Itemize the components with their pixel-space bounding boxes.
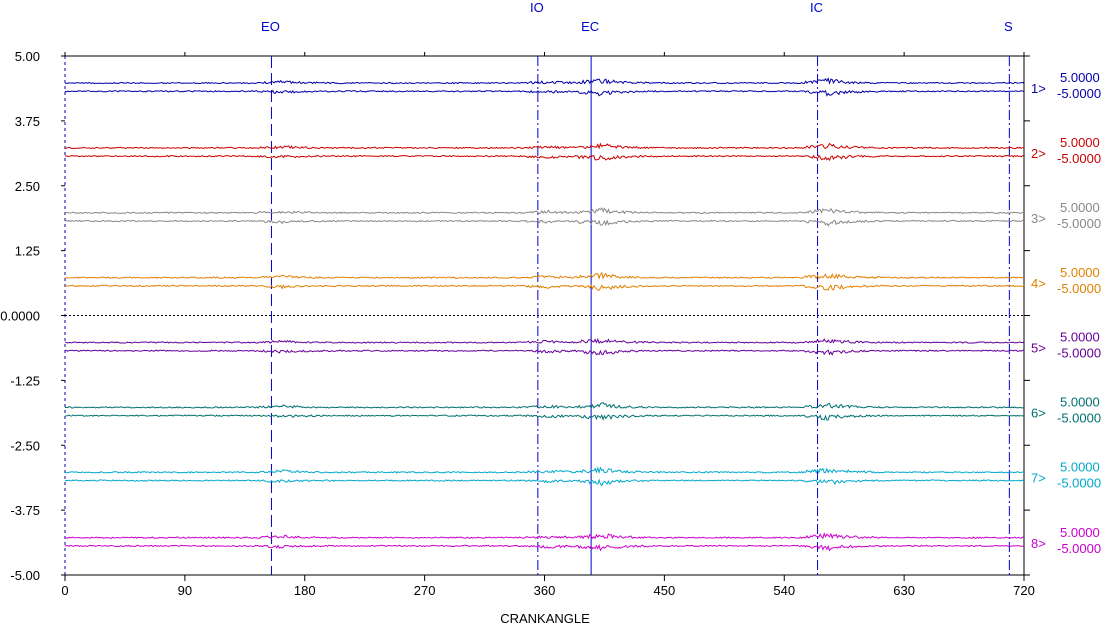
y-tick-label: -3.75 — [10, 503, 40, 518]
x-tick-label: 270 — [414, 583, 436, 598]
channel-max-5: 5.0000 — [1060, 330, 1100, 345]
y-tick-label: 3.75 — [15, 114, 40, 129]
trace-5-lower — [64, 349, 1025, 356]
channel-min-6: -5.0000 — [1057, 411, 1101, 426]
x-tick-label: 540 — [773, 583, 795, 598]
trace-6-upper — [65, 402, 1025, 409]
x-tick-label: 90 — [178, 583, 192, 598]
channel-min-4: -5.0000 — [1057, 281, 1101, 296]
channel-label-3: 3> — [1031, 211, 1046, 226]
channel-label-2: 2> — [1031, 146, 1046, 161]
channel-label-5: 5> — [1031, 341, 1046, 356]
x-tick-label: 450 — [654, 583, 676, 598]
channel-label-6: 6> — [1031, 406, 1046, 421]
x-axis-label: CRANKANGLE — [500, 611, 590, 626]
x-tick-label: 180 — [294, 583, 316, 598]
channel-max-2: 5.0000 — [1060, 135, 1100, 150]
trace-8-upper — [64, 532, 1025, 540]
y-tick-label: 2.50 — [15, 179, 40, 194]
x-tick-label: 0 — [61, 583, 68, 598]
y-tick-label: -2.50 — [10, 438, 40, 453]
channel-label-1: 1> — [1031, 81, 1046, 96]
channel-max-4: 5.0000 — [1060, 265, 1100, 280]
trace-1-upper — [65, 77, 1025, 85]
trace-8-lower — [64, 543, 1025, 552]
trace-6-lower — [64, 413, 1025, 421]
channel-label-7: 7> — [1031, 470, 1046, 485]
y-tick-label: 0.0000 — [0, 309, 40, 324]
trace-3-lower — [64, 219, 1025, 227]
trace-7-lower — [64, 478, 1025, 487]
channel-max-3: 5.0000 — [1060, 200, 1100, 215]
x-tick-label: 720 — [1013, 583, 1035, 598]
channel-max-8: 5.0000 — [1060, 525, 1100, 540]
trace-2-lower — [65, 154, 1025, 162]
channel-label-8: 8> — [1031, 536, 1046, 551]
trace-7-upper — [64, 466, 1025, 475]
channel-min-7: -5.0000 — [1057, 475, 1101, 490]
trace-3-upper — [64, 207, 1025, 215]
y-tick-label: -5.00 — [10, 568, 40, 583]
event-label-ec: EC — [581, 19, 599, 34]
trace-2-upper — [64, 142, 1025, 150]
event-label-io: IO — [530, 0, 544, 15]
trace-5-upper — [64, 337, 1025, 345]
channel-max-7: 5.0000 — [1060, 459, 1100, 474]
channel-max-6: 5.0000 — [1060, 395, 1100, 410]
channel-min-1: -5.0000 — [1057, 86, 1101, 101]
event-label-ic: IC — [810, 0, 823, 15]
trace-4-lower — [64, 283, 1025, 291]
event-label-eo: EO — [261, 19, 280, 34]
channel-min-2: -5.0000 — [1057, 151, 1101, 166]
trace-1-lower — [64, 89, 1025, 97]
y-tick-label: 1.25 — [15, 244, 40, 259]
event-label-s: S — [1004, 19, 1013, 34]
channel-min-5: -5.0000 — [1057, 346, 1101, 361]
y-tick-label: 5.00 — [15, 49, 40, 64]
y-tick-label: -1.25 — [10, 373, 40, 388]
channel-max-1: 5.0000 — [1060, 70, 1100, 85]
x-tick-label: 630 — [893, 583, 915, 598]
trace-4-upper — [64, 271, 1025, 280]
channel-min-3: -5.0000 — [1057, 216, 1101, 231]
channel-min-8: -5.0000 — [1057, 541, 1101, 556]
channel-label-4: 4> — [1031, 276, 1046, 291]
x-tick-label: 360 — [534, 583, 556, 598]
